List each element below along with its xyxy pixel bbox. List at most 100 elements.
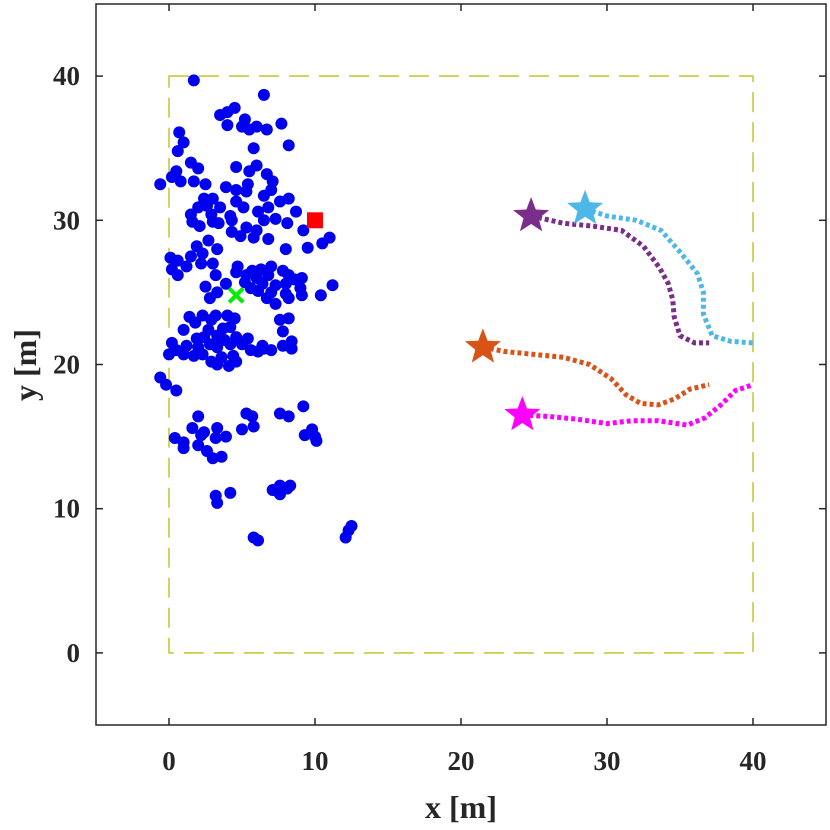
data-point <box>170 384 183 397</box>
data-point <box>297 400 310 413</box>
data-point <box>189 316 202 329</box>
data-point <box>252 284 265 297</box>
y-tick-label: 10 <box>53 494 80 524</box>
data-point <box>192 439 205 452</box>
data-point <box>199 280 212 293</box>
data-point <box>247 231 260 244</box>
data-point <box>252 534 265 547</box>
data-point <box>236 423 248 436</box>
data-point <box>224 338 237 351</box>
data-point <box>192 162 205 175</box>
data-point <box>230 266 243 279</box>
trajectory-line <box>482 344 710 408</box>
data-point <box>186 421 199 434</box>
data-point <box>219 430 232 443</box>
data-point <box>171 269 184 282</box>
y-tick-label: 30 <box>53 205 80 235</box>
boundary-rect <box>168 75 754 654</box>
data-point <box>202 234 215 247</box>
start-star-marker <box>567 189 604 225</box>
data-point <box>177 442 190 455</box>
data-point <box>228 101 241 114</box>
data-point <box>171 145 184 158</box>
data-point <box>224 321 237 334</box>
data-point <box>246 410 259 423</box>
data-point <box>211 421 224 434</box>
x-tick-label: 20 <box>448 746 475 776</box>
data-point <box>221 119 234 132</box>
data-point <box>260 292 273 305</box>
data-point <box>173 126 186 139</box>
data-point <box>260 123 273 136</box>
y-tick-label: 20 <box>53 350 80 380</box>
data-point <box>199 178 212 191</box>
x-tick-label: 0 <box>162 746 176 776</box>
data-point <box>211 243 224 256</box>
data-point <box>275 117 288 130</box>
trajectory-line <box>522 382 754 428</box>
data-point <box>225 214 238 227</box>
data-point <box>257 189 270 202</box>
data-point <box>323 231 336 244</box>
data-point <box>177 348 190 361</box>
data-point <box>237 201 250 214</box>
data-point <box>192 410 205 423</box>
data-point <box>257 214 270 227</box>
data-point <box>196 247 209 260</box>
data-point <box>252 205 265 218</box>
plot-frame <box>95 3 827 726</box>
data-point <box>209 432 222 445</box>
data-point <box>180 260 193 273</box>
data-point <box>250 159 263 172</box>
data-point <box>211 341 224 354</box>
data-point <box>236 338 248 351</box>
data-point <box>187 175 200 188</box>
boundary-layer <box>168 75 754 654</box>
data-point <box>288 273 301 286</box>
data-point <box>273 313 286 326</box>
data-point <box>285 342 298 355</box>
data-point <box>262 201 275 214</box>
data-point <box>206 257 219 270</box>
data-point <box>177 136 190 149</box>
data-point <box>225 225 238 238</box>
data-point <box>195 429 208 442</box>
data-point <box>219 277 232 290</box>
y-tick-label: 40 <box>53 61 80 91</box>
data-point <box>262 233 275 246</box>
y-axis-label: y [m] <box>7 329 43 401</box>
data-point <box>230 160 243 173</box>
data-point <box>205 313 218 326</box>
data-point <box>339 531 352 544</box>
red-square-marker <box>307 212 323 229</box>
data-point <box>174 175 187 188</box>
x-tick-label: 10 <box>302 746 329 776</box>
trajectory-line <box>530 213 710 346</box>
green-cross-marker <box>227 286 245 304</box>
data-point <box>257 342 270 355</box>
data-point <box>184 250 197 263</box>
data-point <box>224 486 237 499</box>
data-point <box>314 289 327 302</box>
data-point <box>301 241 314 254</box>
data-point <box>290 205 303 218</box>
data-point <box>276 325 289 338</box>
points-layer <box>154 74 358 547</box>
data-point <box>262 269 275 282</box>
data-point <box>297 224 310 237</box>
data-point <box>240 185 253 198</box>
data-point <box>282 292 295 305</box>
data-point <box>247 142 260 155</box>
data-point <box>310 434 323 447</box>
data-point <box>171 254 184 267</box>
data-point <box>193 220 206 233</box>
data-point <box>209 269 222 282</box>
start-star-marker <box>464 328 501 363</box>
data-point <box>269 212 282 225</box>
data-point <box>279 243 292 256</box>
data-point <box>230 355 243 368</box>
data-point <box>215 450 228 463</box>
data-point <box>219 181 232 194</box>
data-point <box>257 88 270 101</box>
